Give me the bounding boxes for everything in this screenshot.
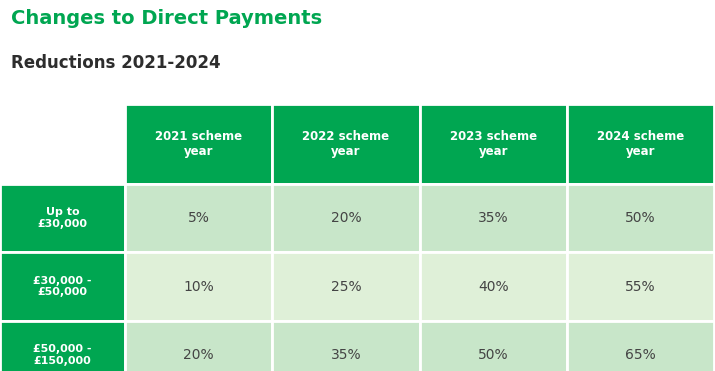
FancyBboxPatch shape <box>272 321 420 371</box>
Text: 2023 scheme
year: 2023 scheme year <box>450 130 537 158</box>
FancyBboxPatch shape <box>0 321 125 371</box>
Text: 10%: 10% <box>183 280 214 293</box>
Text: 50%: 50% <box>626 211 656 225</box>
FancyBboxPatch shape <box>0 184 125 252</box>
FancyBboxPatch shape <box>420 252 567 321</box>
Text: 25%: 25% <box>331 280 361 293</box>
FancyBboxPatch shape <box>567 321 714 371</box>
FancyBboxPatch shape <box>567 104 714 184</box>
FancyBboxPatch shape <box>272 252 420 321</box>
Text: 35%: 35% <box>478 211 508 225</box>
Text: 2022 scheme
year: 2022 scheme year <box>302 130 390 158</box>
Text: £50,000 -
£150,000: £50,000 - £150,000 <box>34 344 92 366</box>
Text: 20%: 20% <box>184 348 214 362</box>
Text: 2024 scheme
year: 2024 scheme year <box>597 130 684 158</box>
Text: 20%: 20% <box>331 211 361 225</box>
FancyBboxPatch shape <box>272 184 420 252</box>
Text: £30,000 -
£50,000: £30,000 - £50,000 <box>34 276 92 298</box>
FancyBboxPatch shape <box>125 104 272 184</box>
Text: Up to
£30,000: Up to £30,000 <box>38 207 87 229</box>
FancyBboxPatch shape <box>567 184 714 252</box>
Text: 50%: 50% <box>478 348 508 362</box>
FancyBboxPatch shape <box>0 252 125 321</box>
FancyBboxPatch shape <box>567 252 714 321</box>
Text: 40%: 40% <box>478 280 508 293</box>
FancyBboxPatch shape <box>420 184 567 252</box>
Text: 35%: 35% <box>331 348 361 362</box>
FancyBboxPatch shape <box>420 104 567 184</box>
FancyBboxPatch shape <box>125 252 272 321</box>
FancyBboxPatch shape <box>420 321 567 371</box>
Text: Changes to Direct Payments: Changes to Direct Payments <box>11 9 322 28</box>
Text: 2021 scheme
year: 2021 scheme year <box>155 130 242 158</box>
FancyBboxPatch shape <box>125 184 272 252</box>
FancyBboxPatch shape <box>272 104 420 184</box>
FancyBboxPatch shape <box>125 321 272 371</box>
Text: 65%: 65% <box>625 348 656 362</box>
FancyBboxPatch shape <box>0 104 125 184</box>
Text: 5%: 5% <box>188 211 209 225</box>
Text: 55%: 55% <box>626 280 656 293</box>
Text: Reductions 2021-2024: Reductions 2021-2024 <box>11 54 220 72</box>
